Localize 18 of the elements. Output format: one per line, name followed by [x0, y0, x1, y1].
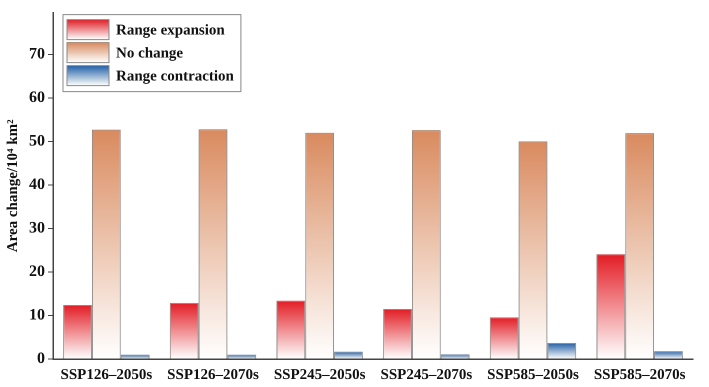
x-tick-label: SSP126–2070s [167, 366, 260, 383]
y-tick-label: 60 [29, 89, 45, 106]
y-tick-label: 40 [29, 176, 45, 194]
x-tick-label: SSP585–2070s [594, 366, 686, 383]
x-tick-label: SSP126–2050s [60, 366, 152, 383]
y-tick-label: 0 [37, 350, 45, 368]
legend-label: Range contraction [116, 68, 235, 84]
y-tick-label: 50 [29, 132, 45, 150]
x-tick-label: SSP245–2070s [380, 366, 472, 383]
legend-label: Range expansion [116, 22, 226, 38]
y-tick-label: 30 [29, 220, 45, 237]
x-tick-label: SSP585–2050s [487, 366, 580, 383]
y-tick-label: 10 [29, 306, 45, 324]
y-tick-label: 70 [29, 46, 45, 63]
x-tick-label: SSP245–2050s [274, 366, 366, 383]
y-axis-title: Area change/10⁴ km² [4, 118, 21, 252]
y-tick-label: 20 [29, 263, 45, 280]
legend-label: No change [116, 45, 184, 62]
